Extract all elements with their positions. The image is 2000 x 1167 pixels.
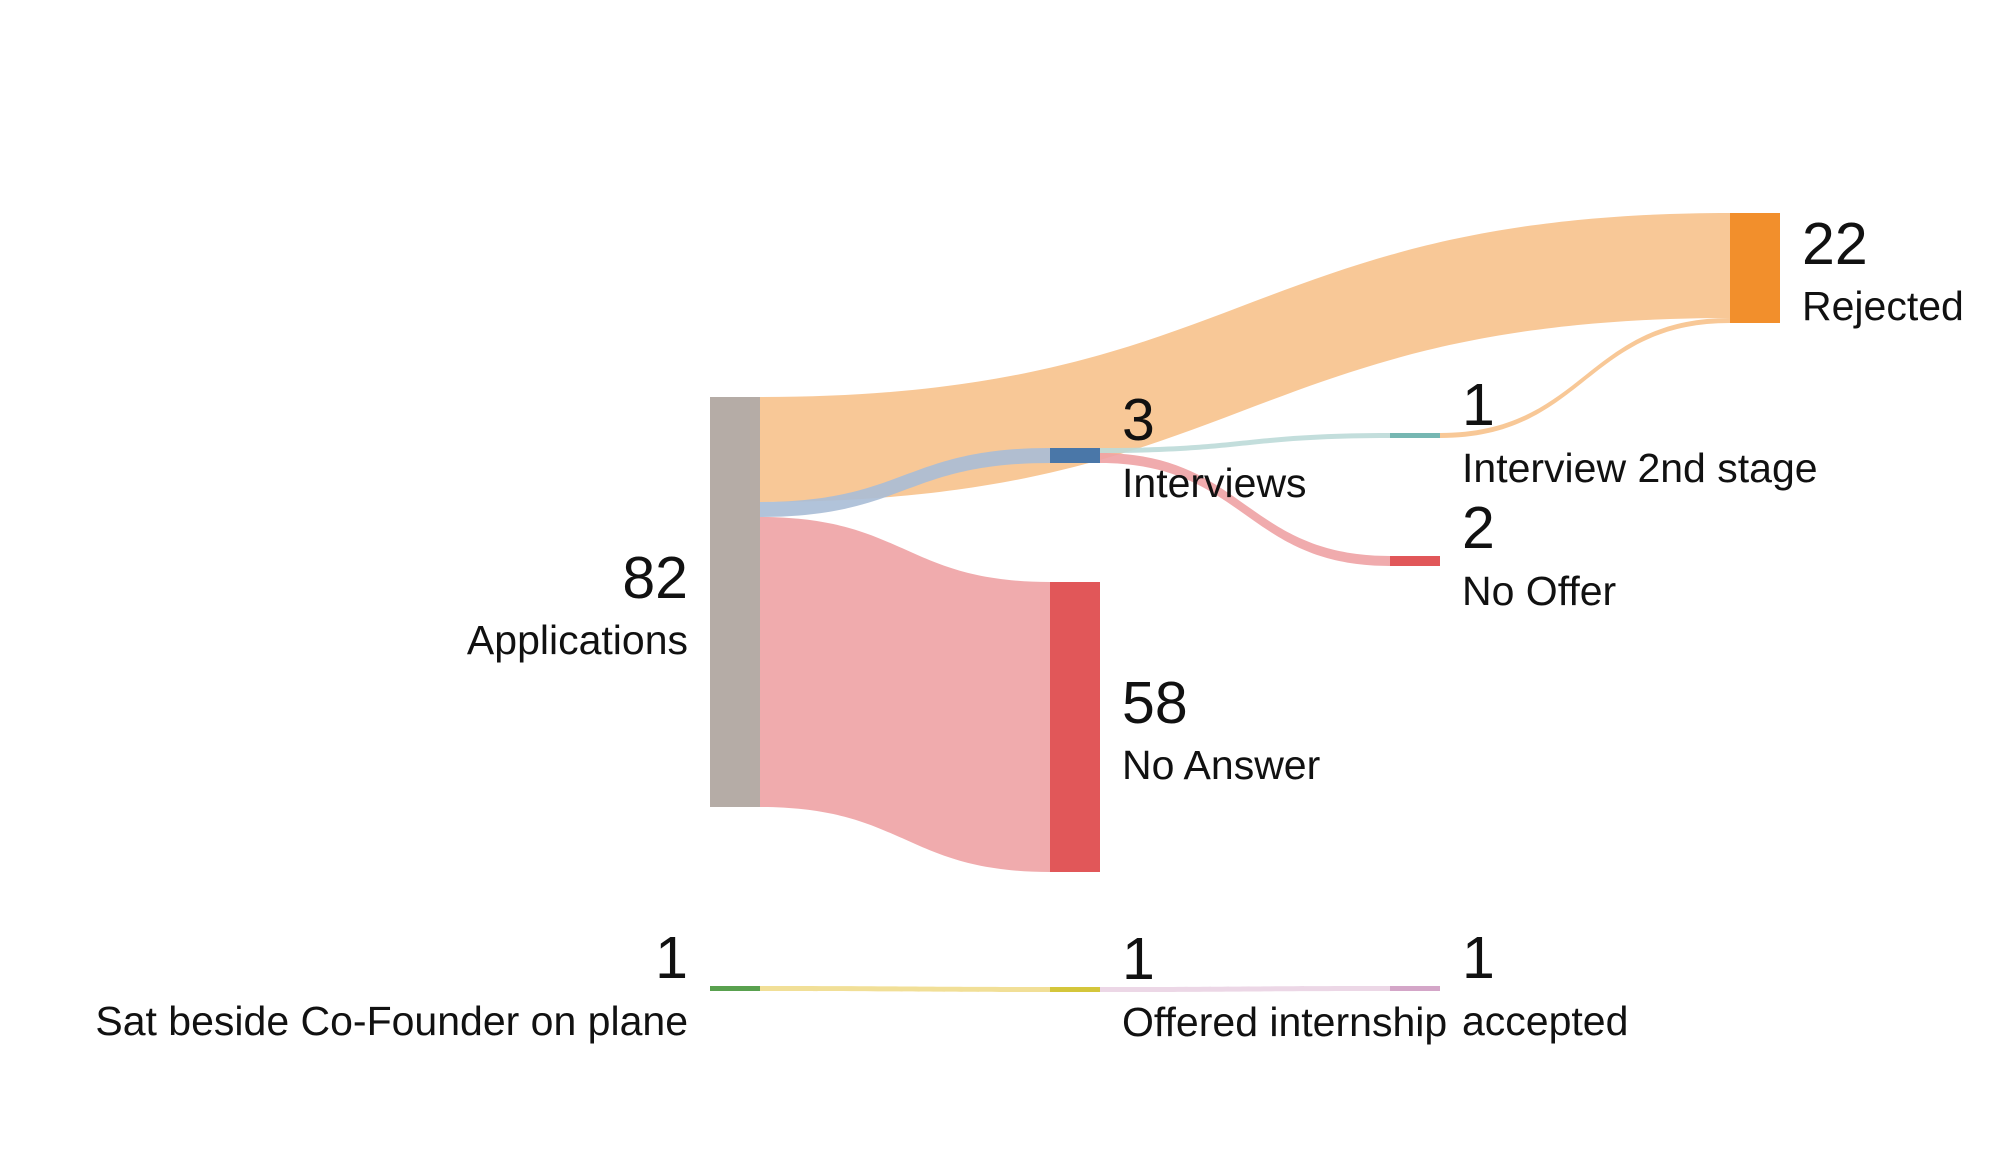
node-sat_beside (710, 986, 760, 991)
node-label-interviews: Interviews (1122, 460, 1307, 506)
node-value-sat_beside: 1 (655, 925, 688, 991)
node-label-no_answer: No Answer (1122, 742, 1320, 788)
node-no_answer (1050, 582, 1100, 872)
link-applications-to-no_answer (760, 517, 1050, 872)
node-label-offered: Offered internship (1122, 999, 1447, 1045)
node-label-no_offer: No Offer (1462, 568, 1616, 614)
node-value-accepted: 1 (1462, 925, 1495, 991)
node-value-rejected: 22 (1802, 211, 1868, 277)
node-interviews (1050, 448, 1100, 463)
node-value-no_offer: 2 (1462, 495, 1495, 561)
node-interview2 (1390, 433, 1440, 438)
node-no_offer (1390, 556, 1440, 566)
node-value-no_answer: 58 (1122, 670, 1188, 736)
link-applications-to-interviews (760, 448, 1050, 517)
sankey-links (760, 213, 1730, 992)
node-label-accepted: accepted (1462, 998, 1628, 1044)
link-interviews-to-interview2 (1100, 433, 1390, 453)
node-value-interviews: 3 (1122, 387, 1155, 453)
node-label-interview2: Interview 2nd stage (1462, 445, 1818, 491)
node-label-rejected: Rejected (1802, 283, 1964, 329)
node-offered (1050, 987, 1100, 992)
node-accepted (1390, 986, 1440, 991)
node-value-interview2: 1 (1462, 372, 1495, 438)
sankey-labels: 82 Applications 22 Rejected 3 Interviews 58 No … (95, 211, 1963, 1045)
node-value-applications: 82 (622, 545, 688, 611)
link-interview2-to-rejected (1440, 318, 1730, 438)
link-applications-to-rejected (760, 213, 1730, 502)
node-value-offered: 1 (1122, 926, 1155, 992)
node-label-sat_beside: Sat beside Co-Founder on plane (95, 998, 688, 1044)
node-applications (710, 397, 760, 807)
node-rejected (1730, 213, 1780, 323)
link-sat_beside-to-offered (760, 986, 1050, 992)
link-interviews-to-no_offer (1100, 453, 1390, 566)
sankey-nodes (710, 213, 1780, 992)
node-label-applications: Applications (467, 617, 688, 663)
link-offered-to-accepted (1100, 986, 1390, 992)
